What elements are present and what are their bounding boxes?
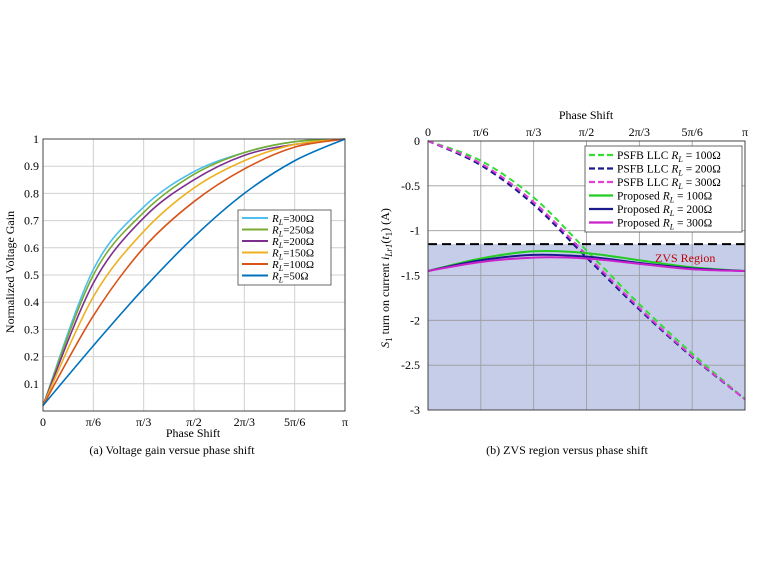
chart-b-ytick-label: -1.5 bbox=[401, 269, 420, 283]
chart-b-ytick-label: -2 bbox=[410, 313, 420, 327]
chart-b-ytick-label: -3 bbox=[410, 403, 420, 417]
chart-b-xtick-label: 5π/6 bbox=[681, 125, 702, 139]
chart-b-series-psfb-line bbox=[427, 140, 746, 401]
chart-a-legend-label: RL=100Ω bbox=[271, 259, 314, 273]
chart-a-ytick-label: 0.8 bbox=[24, 186, 39, 200]
chart-b-ytick-label: 0 bbox=[414, 134, 420, 148]
chart-b-xtick-label: 0 bbox=[425, 125, 431, 139]
chart-a-voltage-gain: 0 π/6 π/3 π/2 2π/3 5π/6 π 0.1 0.2 0.3 0.4 0.5 0.6 0.7… bbox=[24, 132, 348, 429]
chart-a-series-line bbox=[42, 138, 346, 406]
chart-b-axes-frame bbox=[427, 140, 746, 411]
chart-a-ytick-label: 0.9 bbox=[24, 159, 39, 173]
chart-b-legend-label: Proposed RL = 200Ω bbox=[617, 204, 712, 218]
chart-a-xtick-label: π/2 bbox=[186, 415, 201, 429]
chart-a-legend bbox=[237, 209, 332, 286]
chart-b-zvs-label: ZVS Region bbox=[655, 251, 715, 265]
chart-a-xtick-label: π/6 bbox=[86, 415, 101, 429]
chart-a-xtick-label: 2π/3 bbox=[234, 415, 255, 429]
chart-a-legend-label: RL=150Ω bbox=[271, 248, 314, 262]
chart-a-ytick-label: 0.5 bbox=[24, 268, 39, 282]
chart-a-series-line bbox=[42, 138, 346, 406]
chart-a-legend-label: RL=300Ω bbox=[271, 213, 314, 227]
chart-b-xlabel: Phase Shift bbox=[559, 108, 614, 122]
chart-b-caption: (b) ZVS region versus phase shift bbox=[486, 443, 648, 457]
chart-b-series-proposed-line bbox=[427, 256, 746, 273]
chart-a-ytick-label: 0.3 bbox=[24, 322, 39, 336]
chart-a-xlabel: Phase Shift bbox=[166, 426, 221, 440]
chart-a-xtick-label: π/3 bbox=[136, 415, 151, 429]
chart-b-ytick-label: -0.5 bbox=[401, 179, 420, 193]
chart-b-xtick-label: π/6 bbox=[473, 125, 488, 139]
chart-a-ytick-label: 1 bbox=[33, 132, 39, 146]
chart-b-legend-label: Proposed RL = 300Ω bbox=[617, 218, 712, 232]
chart-b-ytick-label: -2.5 bbox=[401, 358, 420, 372]
chart-a-xtick-label: π bbox=[342, 415, 348, 429]
chart-b-legend-label: PSFB LLC RL = 100Ω bbox=[617, 150, 721, 164]
chart-b-zvs-region: 0 π/6 π/3 π/2 2π/3 5π/6 π 0 -0.5 -1 -1.5 -2 -2.5 -3 PS… bbox=[401, 125, 748, 417]
chart-b-ytick-label: -1 bbox=[410, 224, 420, 238]
chart-a-ytick-label: 0.7 bbox=[24, 214, 39, 228]
chart-a-legend-label: RL=250Ω bbox=[271, 225, 314, 239]
chart-a-caption: (a) Voltage gain versue phase shift bbox=[89, 443, 255, 457]
chart-a-ylabel: Normalized Voltage Gain bbox=[3, 211, 17, 333]
chart-a-axes-frame bbox=[42, 138, 346, 412]
chart-a-series-line bbox=[42, 138, 346, 406]
chart-b-legend-label: PSFB LLC RL = 200Ω bbox=[617, 164, 721, 178]
chart-b-xtick-label: π bbox=[742, 125, 748, 139]
chart-a-ytick-label: 0.6 bbox=[24, 241, 39, 255]
chart-a-legend-label: RL=50Ω bbox=[271, 271, 309, 285]
chart-a-xtick-label: 0 bbox=[40, 415, 46, 429]
chart-a-legend-label: RL=200Ω bbox=[271, 236, 314, 250]
chart-b-xtick-label: π/3 bbox=[526, 125, 541, 139]
chart-a-series-line bbox=[42, 138, 346, 407]
chart-a-ytick-label: 0.4 bbox=[24, 295, 39, 309]
chart-b-xtick-label: π/2 bbox=[579, 125, 594, 139]
chart-a-ytick-label: 0.1 bbox=[24, 377, 39, 391]
chart-b-xtick-label: 2π/3 bbox=[629, 125, 650, 139]
chart-b-series-psfb-line bbox=[427, 140, 746, 400]
chart-a-ytick-label: 0.2 bbox=[24, 350, 39, 364]
chart-b-legend-label: Proposed RL = 100Ω bbox=[617, 191, 712, 205]
chart-b-legend bbox=[584, 145, 743, 233]
chart-b-legend-label: PSFB LLC RL = 300Ω bbox=[617, 177, 721, 191]
chart-b-ylabel: S1 turn on current iLr1(t1) (A) bbox=[378, 208, 394, 348]
chart-a-xtick-label: 5π/6 bbox=[284, 415, 305, 429]
